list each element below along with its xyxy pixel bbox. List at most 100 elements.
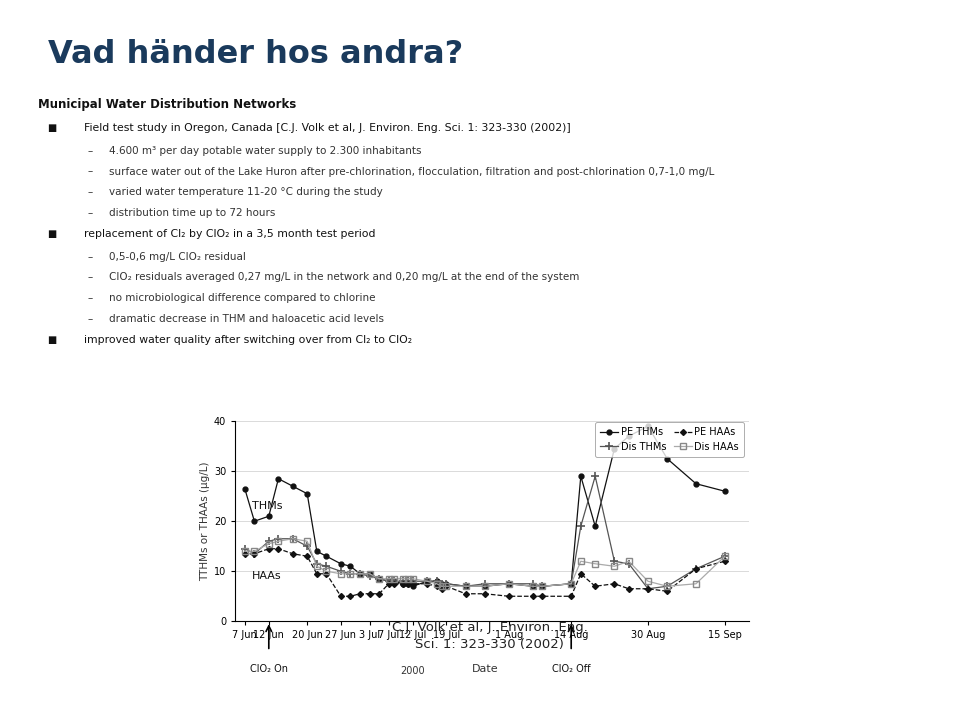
- PE HAAs: [354, 590, 366, 598]
- Text: 16: 16: [468, 673, 492, 691]
- PE HAAs: [690, 564, 702, 573]
- Dis HAAs: [575, 557, 587, 566]
- Text: Municipal Water Distribution Networks: Municipal Water Distribution Networks: [38, 98, 297, 111]
- PE HAAs: [373, 590, 385, 598]
- Dis HAAs: [719, 552, 731, 560]
- Dis THMs: [642, 585, 654, 593]
- Dis THMs: [311, 559, 323, 568]
- Dis THMs: [503, 580, 515, 588]
- Dis THMs: [589, 472, 601, 480]
- PE HAAs: [441, 582, 452, 590]
- Dis HAAs: [364, 569, 375, 578]
- Dis HAAs: [249, 547, 260, 555]
- Dis HAAs: [436, 582, 447, 590]
- Dis THMs: [537, 582, 548, 590]
- Text: ■: ■: [47, 123, 56, 133]
- PE THMs: [503, 580, 515, 588]
- PE THMs: [407, 582, 419, 590]
- Text: 4.600 m³ per day potable water supply to 2.300 inhabitants: 4.600 m³ per day potable water supply to…: [108, 146, 421, 156]
- PE HAAs: [388, 580, 399, 588]
- Dis THMs: [345, 569, 356, 578]
- Dis HAAs: [402, 574, 414, 583]
- PE THMs: [249, 517, 260, 525]
- Text: –: –: [88, 208, 93, 218]
- PE HAAs: [249, 550, 260, 558]
- PE HAAs: [407, 580, 419, 588]
- PE THMs: [364, 569, 375, 578]
- Text: THMs: THMs: [252, 501, 282, 511]
- Dis HAAs: [537, 582, 548, 590]
- PE THMs: [373, 574, 385, 583]
- PE THMs: [623, 432, 635, 440]
- PE THMs: [335, 559, 347, 568]
- PE HAAs: [301, 552, 313, 560]
- Dis HAAs: [239, 547, 251, 555]
- PE THMs: [273, 475, 284, 483]
- Dis HAAs: [431, 580, 443, 588]
- Text: dramatic decrease in THM and haloacetic acid levels: dramatic decrease in THM and haloacetic …: [108, 314, 384, 324]
- PE HAAs: [460, 590, 471, 598]
- Text: varied water temperature 11-20 °C during the study: varied water temperature 11-20 °C during…: [108, 187, 382, 197]
- Text: no microbiological difference compared to chlorine: no microbiological difference compared t…: [108, 293, 375, 303]
- Text: ClO₂ On: ClO₂ On: [250, 664, 288, 674]
- Dis HAAs: [661, 582, 673, 590]
- Dis HAAs: [388, 574, 399, 583]
- Dis THMs: [397, 577, 409, 585]
- Dis THMs: [335, 567, 347, 576]
- Dis THMs: [364, 572, 375, 581]
- Dis HAAs: [642, 577, 654, 585]
- Text: ClO₂ Off: ClO₂ Off: [552, 664, 590, 674]
- PE HAAs: [345, 592, 356, 600]
- Dis HAAs: [321, 567, 332, 576]
- Dis THMs: [321, 562, 332, 571]
- Dis HAAs: [589, 559, 601, 568]
- Legend: PE THMs, Dis THMs, PE HAAs, Dis HAAs: PE THMs, Dis THMs, PE HAAs, Dis HAAs: [595, 422, 744, 456]
- PE THMs: [609, 444, 620, 453]
- Text: –: –: [88, 293, 93, 303]
- PE THMs: [661, 454, 673, 463]
- Dis THMs: [383, 577, 395, 585]
- Dis THMs: [719, 552, 731, 560]
- PE THMs: [311, 547, 323, 555]
- PE THMs: [589, 522, 601, 531]
- Line: Dis THMs: Dis THMs: [241, 472, 729, 592]
- Dis THMs: [402, 577, 414, 585]
- Dis THMs: [661, 582, 673, 590]
- PE THMs: [301, 489, 313, 498]
- PE HAAs: [609, 580, 620, 588]
- PE THMs: [263, 512, 275, 520]
- PE THMs: [527, 582, 539, 590]
- PE THMs: [321, 552, 332, 560]
- Text: –: –: [88, 314, 93, 324]
- PE HAAs: [287, 550, 299, 558]
- Dis THMs: [407, 577, 419, 585]
- PE THMs: [690, 479, 702, 488]
- PE HAAs: [623, 585, 635, 593]
- Text: ClO₂ residuals averaged 0,27 mg/L in the network and 0,20 mg/L at the end of the: ClO₂ residuals averaged 0,27 mg/L in the…: [108, 272, 579, 282]
- Text: Date: Date: [471, 664, 498, 674]
- PE HAAs: [364, 590, 375, 598]
- PE HAAs: [383, 580, 395, 588]
- PE HAAs: [431, 582, 443, 590]
- PE THMs: [388, 577, 399, 585]
- Dis THMs: [479, 580, 491, 588]
- Y-axis label: TTHMs or THAAs (μg/L): TTHMs or THAAs (μg/L): [200, 461, 209, 581]
- PE THMs: [460, 582, 471, 590]
- Dis THMs: [263, 537, 275, 545]
- Dis THMs: [565, 580, 577, 588]
- PE HAAs: [421, 580, 433, 588]
- PE HAAs: [565, 592, 577, 600]
- Text: ■: ■: [47, 229, 56, 239]
- Dis HAAs: [354, 569, 366, 578]
- Dis THMs: [373, 574, 385, 583]
- Dis HAAs: [421, 577, 433, 585]
- PE HAAs: [263, 545, 275, 553]
- Text: –: –: [88, 272, 93, 282]
- PE THMs: [719, 487, 731, 496]
- Text: 0,5-0,6 mg/L ClO₂ residual: 0,5-0,6 mg/L ClO₂ residual: [108, 252, 246, 262]
- PE HAAs: [479, 590, 491, 598]
- Dis HAAs: [460, 582, 471, 590]
- PE THMs: [431, 577, 443, 585]
- Dis THMs: [460, 582, 471, 590]
- PE THMs: [402, 580, 414, 588]
